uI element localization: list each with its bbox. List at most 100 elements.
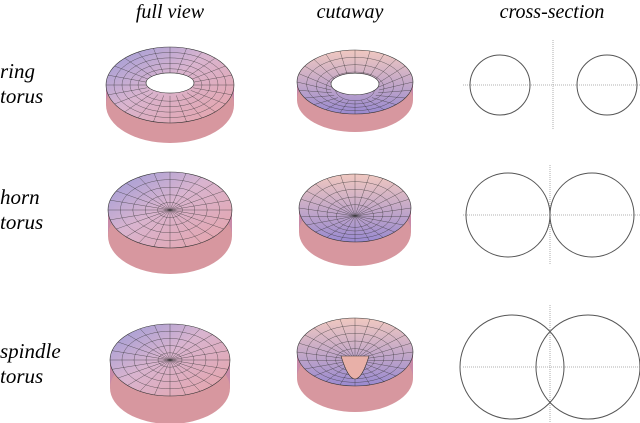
mesh-line: [169, 334, 213, 361]
mesh-line: [190, 65, 226, 80]
mesh-line: [169, 359, 228, 370]
mesh-line: [169, 341, 223, 361]
mesh-line: [326, 178, 356, 217]
mesh-line: [354, 183, 395, 217]
circle: [535, 314, 640, 420]
mesh-line: [153, 48, 165, 75]
mesh-line: [116, 190, 171, 211]
mesh-line: [315, 183, 356, 217]
mesh-line: [325, 99, 344, 110]
mesh-line: [139, 359, 171, 392]
circle: [549, 172, 635, 258]
mesh-line: [169, 182, 214, 211]
mesh-line: [354, 178, 384, 217]
circle: [469, 54, 531, 116]
mesh-line: [354, 322, 385, 361]
mesh-line: [153, 95, 165, 122]
mesh-line: [169, 350, 228, 361]
mesh-line: [181, 94, 203, 119]
mesh-line: [190, 90, 226, 105]
mesh-line: [114, 90, 150, 105]
mesh-line: [325, 322, 356, 361]
mesh-line: [354, 215, 410, 218]
mesh-line: [300, 215, 356, 218]
mesh-line: [116, 209, 171, 230]
mesh-line: [193, 87, 232, 96]
mesh-line: [117, 341, 171, 361]
mesh-line: [108, 74, 147, 83]
circle: [459, 314, 565, 420]
mesh-line: [306, 190, 356, 217]
mesh-line: [181, 51, 203, 76]
mesh-line: [169, 325, 186, 361]
mesh-line: [371, 97, 397, 105]
torus-hole: [145, 72, 195, 94]
row-label: torus: [0, 210, 43, 234]
mesh-line: [117, 359, 171, 379]
mesh-line: [124, 57, 154, 78]
mesh-line: [193, 74, 232, 83]
mesh-line: [326, 215, 356, 238]
mesh-line: [153, 173, 171, 211]
mesh-line: [186, 57, 216, 78]
mesh-line: [108, 87, 147, 96]
circle: [576, 54, 638, 116]
torus-drawings: [105, 46, 414, 423]
mesh-line: [354, 215, 395, 233]
mesh-line: [298, 73, 332, 88]
mesh-line: [169, 328, 201, 361]
mesh-line: [110, 209, 171, 221]
mesh-line: [169, 359, 213, 386]
mesh-line: [296, 81, 332, 91]
mesh-line: [315, 215, 356, 233]
mesh-line: [154, 325, 171, 361]
mesh-line: [169, 176, 202, 211]
mesh-line: [169, 359, 186, 395]
column-header: cross-section: [500, 1, 605, 23]
row-label: horn: [0, 185, 40, 209]
mesh-line: [154, 359, 171, 395]
row-label: ring: [0, 59, 35, 83]
column-header: cutaway: [317, 1, 384, 23]
mesh-line: [169, 209, 230, 221]
mesh-line: [126, 209, 171, 238]
mesh-line: [354, 319, 371, 361]
mesh-line: [169, 359, 201, 392]
mesh-line: [124, 92, 154, 113]
mesh-line: [375, 95, 406, 99]
mesh-line: [169, 209, 224, 230]
mesh-line: [354, 215, 404, 226]
mesh-line: [169, 209, 202, 244]
mesh-line: [378, 90, 412, 94]
mesh-line: [339, 100, 349, 114]
mesh-line: [298, 207, 356, 217]
mesh-line: [127, 334, 171, 361]
spindle-cross-section: [459, 305, 640, 423]
mesh-line: [304, 95, 335, 99]
mesh-line: [354, 215, 384, 238]
ring-cross-section: [463, 40, 640, 130]
mesh-line: [186, 92, 216, 113]
mesh-line: [361, 100, 371, 114]
mesh-line: [304, 65, 335, 85]
mesh-line: [378, 73, 412, 88]
row-label: torus: [0, 364, 43, 388]
horn-cross-section: [463, 165, 640, 265]
mesh-line: [366, 99, 385, 110]
inner-spindle: [340, 355, 370, 380]
mesh-line: [169, 190, 224, 211]
mesh-line: [139, 328, 171, 361]
mesh-line: [169, 209, 214, 238]
mesh-line: [138, 176, 171, 211]
mesh-line: [137, 94, 159, 119]
mesh-line: [169, 199, 230, 211]
mesh-line: [354, 215, 370, 241]
mesh-line: [354, 198, 410, 217]
mesh-line: [175, 95, 187, 122]
mesh-line: [175, 48, 187, 75]
mesh-line: [339, 319, 356, 361]
row-label: torus: [0, 84, 43, 108]
mesh-line: [354, 327, 397, 361]
row-label: spindle: [0, 339, 61, 363]
